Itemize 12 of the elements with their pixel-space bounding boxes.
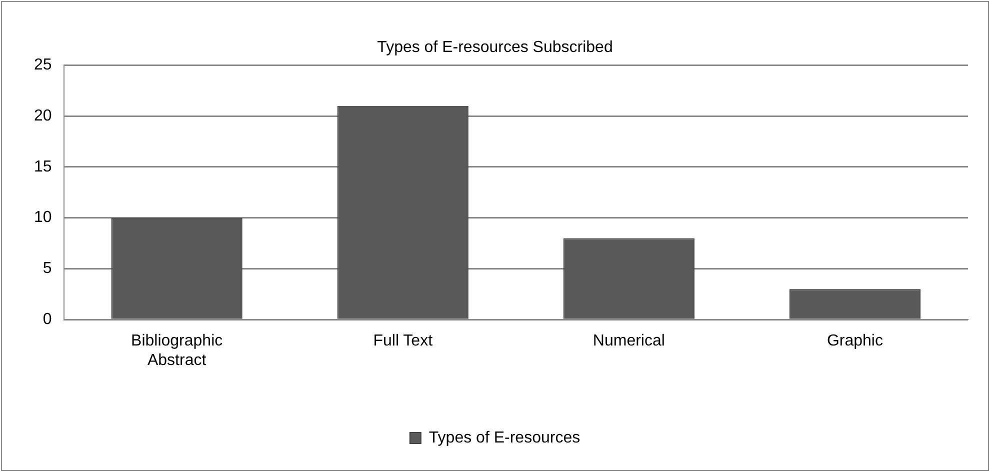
y-tick-label: 15 xyxy=(34,158,52,176)
x-tick-label: Full Text xyxy=(373,332,434,350)
x-tick-label: Bibliographic Abstract xyxy=(131,332,223,369)
chart-title: Types of E-resources Subscribed xyxy=(377,39,613,56)
y-tick-label: 25 xyxy=(34,56,52,74)
y-tick-label: 0 xyxy=(42,311,52,328)
x-tick-label: Numerical xyxy=(592,332,665,350)
y-tick-label: 5 xyxy=(42,260,52,278)
legend-label: Types of E-resources xyxy=(428,429,580,446)
y-tick-label: 20 xyxy=(34,107,52,124)
y-tick-label: 10 xyxy=(34,209,52,226)
x-tick-label: Graphic xyxy=(826,332,883,350)
